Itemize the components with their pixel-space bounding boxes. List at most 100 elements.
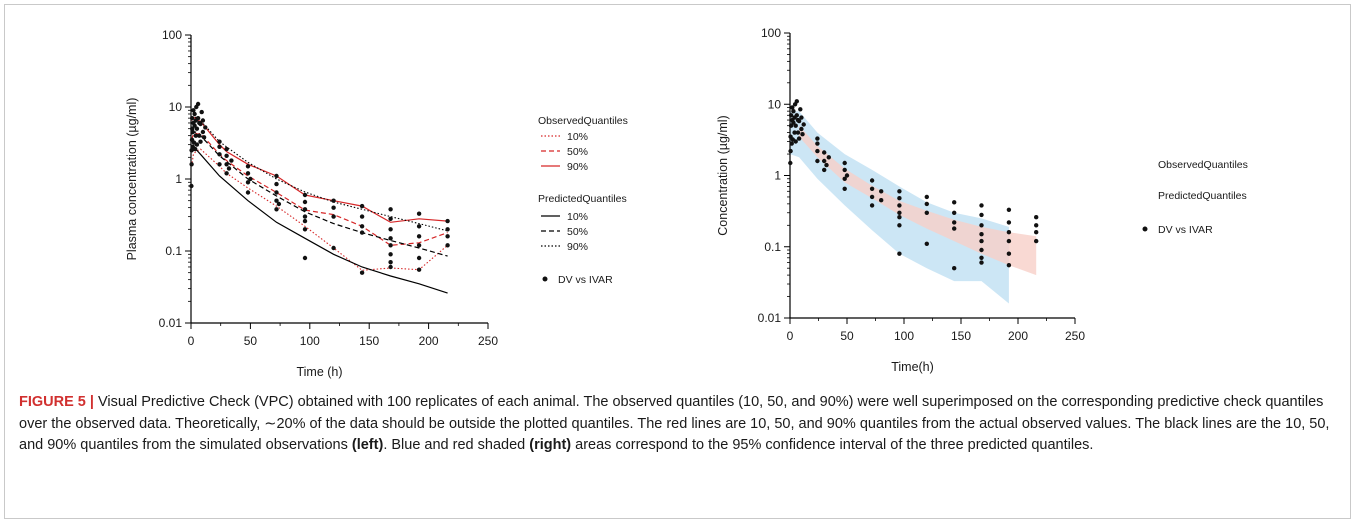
data-point [897,251,902,256]
figure-label: FIGURE 5 | [19,394,94,410]
data-point [793,123,798,128]
data-point [979,260,984,265]
data-point [224,162,229,167]
data-point [842,186,847,191]
legend-predicted-item: 10% [567,211,588,223]
data-point [788,160,793,166]
data-point [1006,251,1012,256]
legend-scatter-marker [1142,226,1148,232]
legend-predicted-title: PredictedQuantiles [1158,190,1247,202]
data-point [979,238,984,244]
data-point [815,148,820,154]
y-axis-label: Plasma concentration (µg/ml) [125,98,139,261]
data-point [331,214,336,219]
charts-area: 0.01 0.1 1 10 100 0 50 100 150 200 250 Time (h) Plas… [5,5,1350,390]
data-point [199,109,204,115]
caption-right-marker: (right) [529,437,572,453]
x-tick-label: 0 [787,329,794,343]
data-point [952,210,957,215]
data-point [815,136,820,141]
x-tick-label: 150 [951,329,971,343]
data-point [203,125,208,130]
data-point [815,158,820,164]
data-point [979,247,984,253]
data-point [416,224,422,229]
data-point [359,224,365,229]
y-tick-label: 10 [768,97,782,111]
data-point [200,129,206,135]
legend-scatter-marker [542,276,548,282]
data-point [331,205,336,210]
data-point [416,211,422,216]
x-axis-label: Time(h) [891,360,934,374]
data-point [192,111,197,117]
data-point [217,152,222,157]
data-point [796,136,802,141]
data-point [194,142,200,147]
data-point [789,141,794,146]
data-point [245,180,251,185]
y-tick-label: 100 [162,28,182,42]
data-point [1034,230,1039,235]
data-point [197,133,202,138]
data-point [245,190,251,195]
data-point [359,270,365,275]
data-point [879,189,884,194]
legend-observed-title: ObservedQuantiles [1158,159,1248,171]
data-point [842,176,847,181]
y-tick-label: 0.01 [758,311,782,325]
data-point [979,203,984,208]
data-point [1006,263,1012,268]
data-point [800,132,805,137]
data-point [924,241,929,246]
data-point [979,212,984,218]
data-point [388,252,393,257]
legend-scatter-label: DV vs IVAR [1158,224,1213,236]
data-point [388,207,393,212]
x-tick-label: 50 [840,329,854,343]
data-point [224,171,229,176]
data-point [217,139,222,144]
data-point [190,116,195,121]
legend-observed-title: ObservedQuantiles [538,115,628,127]
quantile-line-obs10 [191,148,448,271]
data-point [795,130,801,135]
data-point [302,227,308,232]
data-point [952,226,957,231]
data-point [952,200,957,205]
data-point [794,113,799,118]
data-point [844,173,850,178]
ci-band-1 [799,125,1037,276]
data-point [788,148,793,154]
y-tick-label: 10 [169,100,183,114]
legend-observed-item: 10% [567,131,588,143]
x-tick-label: 100 [894,329,914,343]
caption-text-3: areas correspond to the 95% confidence i… [571,437,1094,453]
data-point [979,232,984,237]
data-point [445,234,450,239]
data-point [302,207,308,212]
data-point [815,141,820,146]
data-point [924,210,929,215]
data-point [198,121,203,127]
data-point [822,150,827,155]
legend-predicted-item: 90% [567,241,588,253]
data-point [195,116,201,121]
data-point [189,183,194,189]
data-point [224,146,229,152]
x-tick-label: 250 [1065,329,1085,343]
data-point [190,129,195,135]
data-point [274,173,279,179]
data-point [1034,223,1039,228]
y-axis-label: Concentration (µg/ml) [716,115,730,235]
caption-text-1: Visual Predictive Check (VPC) obtained w… [19,394,1330,453]
data-point [869,203,875,208]
data-point [798,107,803,112]
figure-frame: 0.01 0.1 1 10 100 0 50 100 150 200 250 Time (h) Plas… [4,4,1351,519]
data-point [192,123,197,128]
vpc-chart-left: 0.01 0.1 1 10 100 0 50 100 150 200 250 Time (h) Plas… [125,28,628,379]
legend-observed-item: 50% [567,146,588,158]
data-point [416,234,422,239]
data-point [826,155,831,160]
data-point [193,146,198,152]
